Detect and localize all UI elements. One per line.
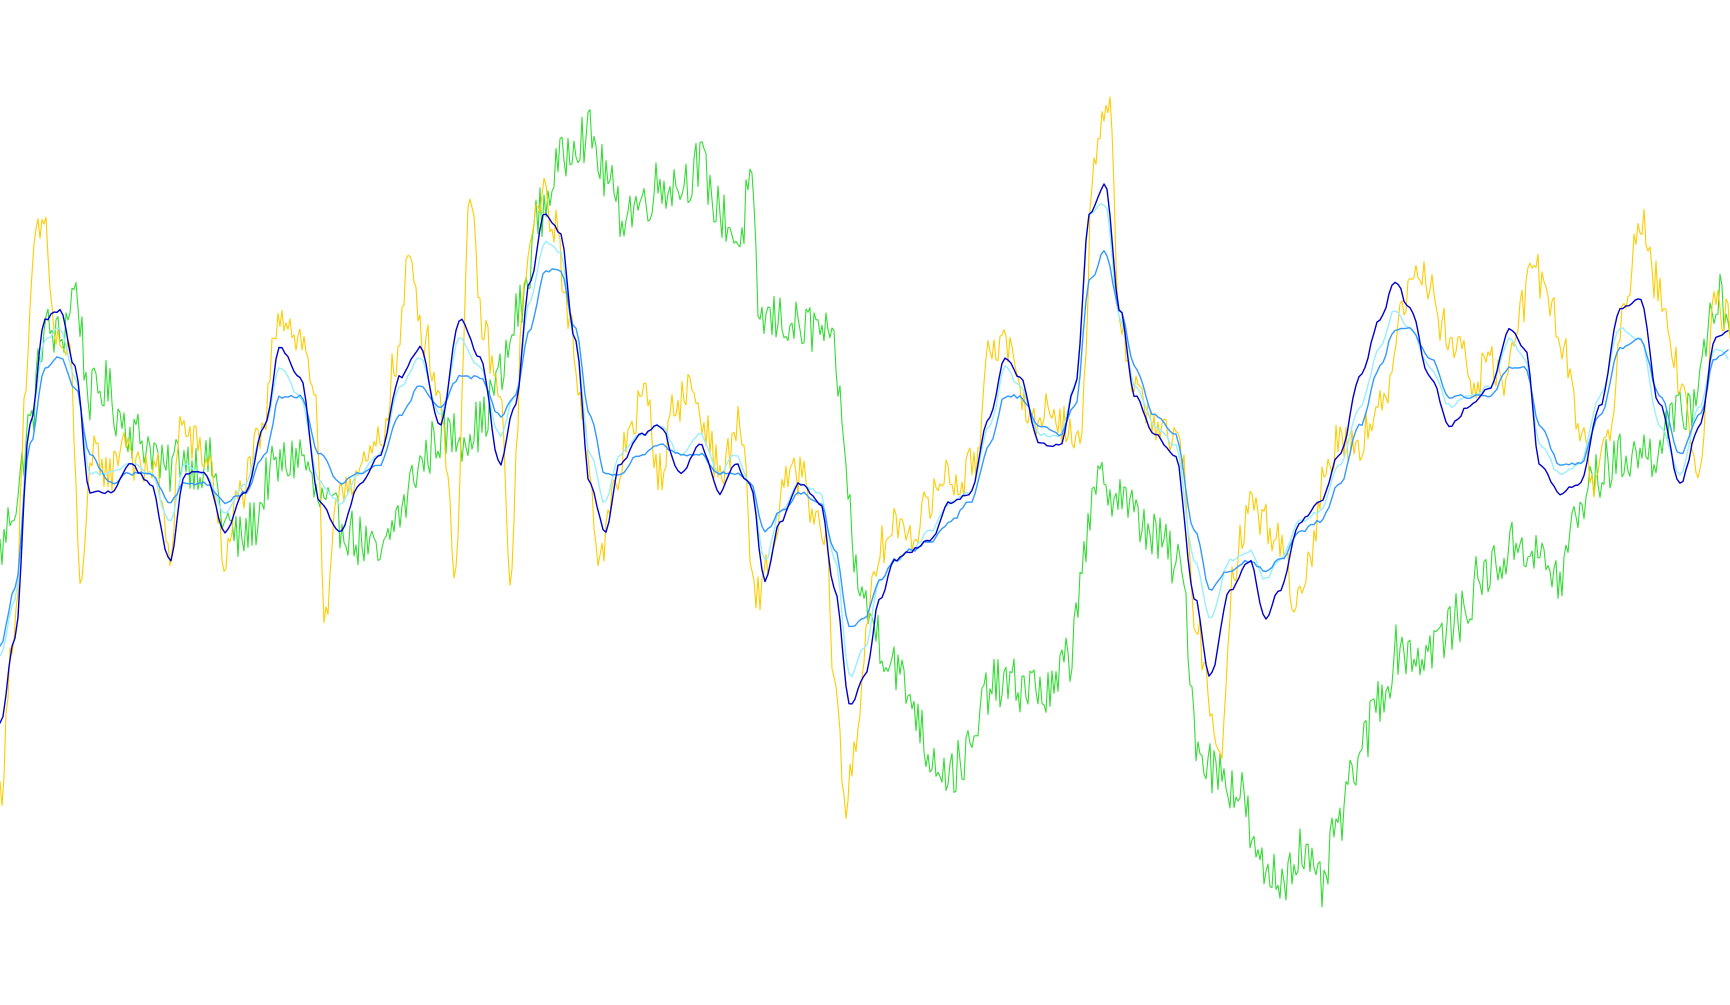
series-line-5 [0,183,1729,724]
series-line-2 [0,96,1730,819]
series-line-4 [0,250,1729,647]
series-line-3 [0,203,1729,678]
series-line-1 [0,109,1730,908]
series-layer [0,96,1730,908]
